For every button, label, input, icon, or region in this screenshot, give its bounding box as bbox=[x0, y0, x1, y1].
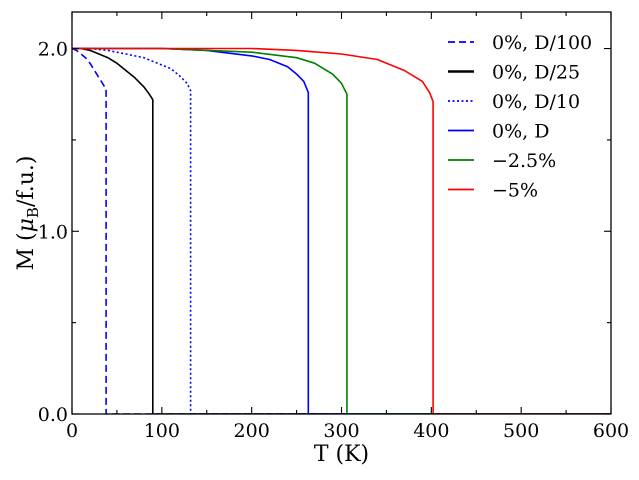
y-tick-label: 2.0 bbox=[38, 39, 68, 61]
series-line-5 bbox=[72, 47, 611, 414]
legend-label-2: 0%, D/25 bbox=[492, 62, 580, 84]
y-tick-label: 0.0 bbox=[38, 404, 68, 426]
x-tick-label: 200 bbox=[234, 420, 270, 442]
legend-label-4: 0%, D bbox=[492, 121, 549, 143]
y-axis-label: M (μB/f.u.) bbox=[14, 156, 42, 271]
x-tick-label: 300 bbox=[323, 420, 359, 442]
legend-label-3: 0%, D/10 bbox=[492, 91, 580, 113]
series-layer bbox=[72, 47, 611, 414]
x-tick-label: 0 bbox=[66, 420, 78, 442]
x-tick-label: 500 bbox=[503, 420, 539, 442]
legend-label-6: −5% bbox=[492, 180, 538, 202]
series-line-3 bbox=[72, 47, 611, 414]
x-tick-label: 600 bbox=[593, 420, 629, 442]
x-tick-label: 100 bbox=[144, 420, 180, 442]
series-line-2 bbox=[72, 47, 611, 414]
x-axis-label: T (K) bbox=[314, 442, 369, 467]
series-line-6 bbox=[72, 47, 611, 414]
y-tick-label: 1.0 bbox=[38, 221, 68, 243]
x-tick-label: 400 bbox=[413, 420, 449, 442]
axes-layer: 0 100 200 300 400 500 600 0.0 1.0 2.0 T (K) M (μB/f… bbox=[14, 11, 629, 467]
legend-label-5: −2.5% bbox=[492, 150, 556, 172]
legend: 0%, D/100 0%, D/25 0%, D/10 0%, D −2.5% −5% bbox=[448, 32, 592, 202]
legend-label-1: 0%, D/100 bbox=[492, 32, 592, 54]
